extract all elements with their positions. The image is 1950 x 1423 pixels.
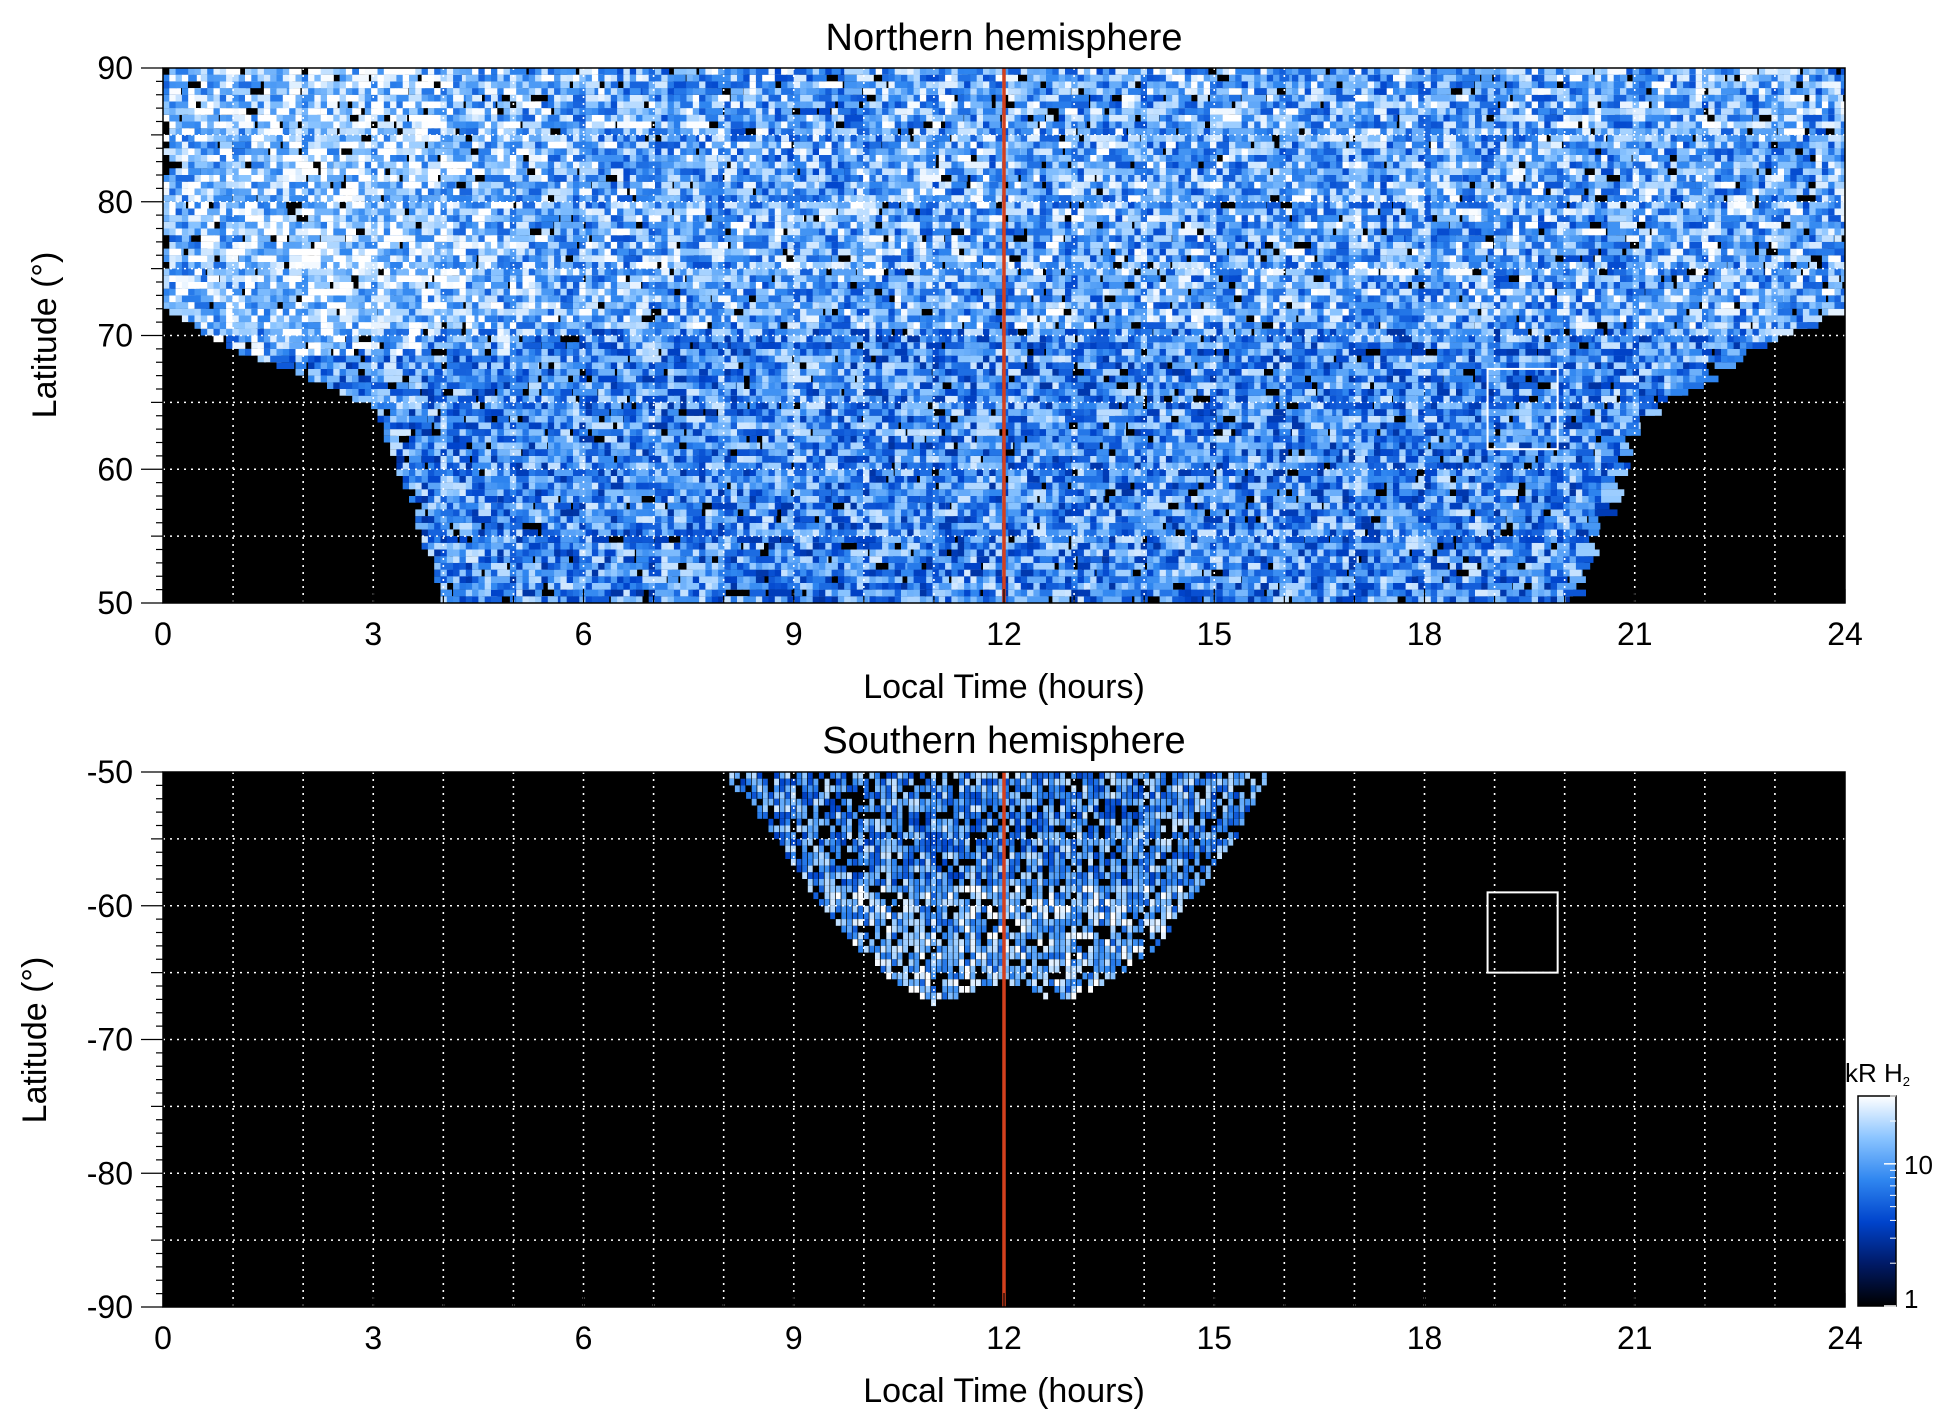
x-tick-label: 0 (154, 616, 172, 652)
southern-y-label: Latitude (°) (16, 957, 54, 1124)
northern-y-label: Latitude (°) (26, 252, 64, 419)
x-tick-label: 15 (1196, 616, 1232, 652)
y-tick-label: 50 (97, 585, 133, 621)
northern-heatmap (163, 68, 1845, 603)
y-tick-label: -90 (87, 1289, 133, 1325)
colorbar-bar (1857, 1095, 1897, 1307)
x-tick-label: 6 (575, 616, 593, 652)
y-tick-label: 80 (97, 184, 133, 220)
colorbar-tick-label: 10 (1904, 1150, 1933, 1180)
y-tick-label: -70 (87, 1022, 133, 1058)
x-tick-label: 21 (1617, 1320, 1653, 1356)
y-tick-label: -50 (87, 754, 133, 790)
southern-axes: 0 3 6 9 12 15 18 21 24 -90 -80 -70 -60 -50 (87, 754, 1863, 1356)
x-tick-label: 21 (1617, 616, 1653, 652)
colorbar-label-sub: 2 (1903, 1074, 1910, 1089)
y-tick-label: 60 (97, 451, 133, 487)
colorbar-ticks: 10 1 (1884, 1095, 1933, 1314)
x-tick-label: 12 (986, 1320, 1022, 1356)
x-tick-label: 6 (575, 1320, 593, 1356)
x-tick-label: 9 (785, 616, 803, 652)
southern-title: Southern hemisphere (822, 720, 1185, 762)
y-tick-label: 70 (97, 318, 133, 354)
x-tick-label: 3 (364, 616, 382, 652)
x-tick-label: 3 (364, 1320, 382, 1356)
x-tick-label: 15 (1196, 1320, 1232, 1356)
x-tick-label: 18 (1407, 616, 1443, 652)
northern-box (1486, 367, 1559, 451)
southern-x-label: Local Time (hours) (863, 1372, 1145, 1410)
colorbar-label: kR H2 (1845, 1058, 1910, 1089)
y-tick-label: 90 (97, 50, 133, 86)
northern-panel: Northern hemisphere 0 3 6 9 12 15 18 21 24 50 60 70… (26, 17, 1863, 706)
southern-heatmap (729, 772, 1267, 1007)
northern-title: Northern hemisphere (826, 17, 1183, 59)
x-tick-label: 12 (986, 616, 1022, 652)
colorbar-label-main: kR H (1845, 1058, 1903, 1088)
x-tick-label: 9 (785, 1320, 803, 1356)
northern-axes: 0 3 6 9 12 15 18 21 24 50 60 70 80 90 (97, 50, 1862, 652)
x-tick-label: 24 (1827, 616, 1863, 652)
y-tick-label: -80 (87, 1155, 133, 1191)
southern-panel: Southern hemisphere 0 3 6 9 12 15 18 21 24 -90 -80… (16, 720, 1863, 1410)
x-tick-label: 0 (154, 1320, 172, 1356)
southern-box (1486, 891, 1559, 974)
colorbar: kR H2 10 1 (1845, 1058, 1933, 1314)
x-tick-label: 18 (1407, 1320, 1443, 1356)
colorbar-tick-label: 1 (1904, 1284, 1918, 1314)
y-tick-label: -60 (87, 888, 133, 924)
northern-x-label: Local Time (hours) (863, 668, 1145, 706)
x-tick-label: 24 (1827, 1320, 1863, 1356)
